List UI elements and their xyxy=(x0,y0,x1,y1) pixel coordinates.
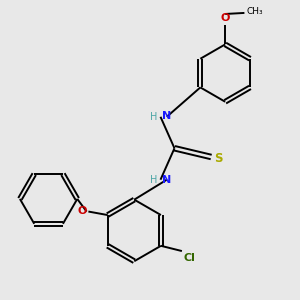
Text: H: H xyxy=(150,175,158,185)
Text: N: N xyxy=(162,111,172,121)
Text: S: S xyxy=(214,152,223,165)
Text: O: O xyxy=(77,206,87,216)
Text: CH₃: CH₃ xyxy=(246,8,263,16)
Text: H: H xyxy=(150,112,158,122)
Text: N: N xyxy=(162,175,172,185)
Text: Cl: Cl xyxy=(184,253,196,263)
Text: O: O xyxy=(220,14,230,23)
